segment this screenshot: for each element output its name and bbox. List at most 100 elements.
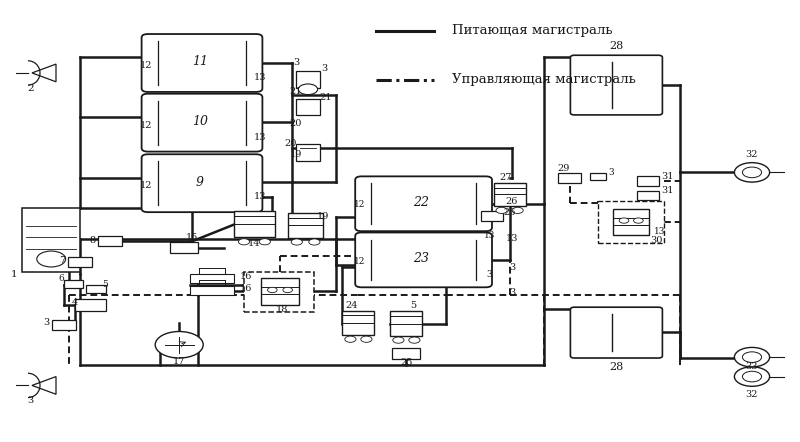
Text: 18: 18	[275, 305, 288, 314]
Circle shape	[742, 371, 762, 382]
Text: 3: 3	[486, 270, 493, 278]
Text: 13: 13	[654, 227, 666, 236]
Text: 3: 3	[293, 58, 299, 67]
Text: 3: 3	[43, 318, 50, 327]
Text: 9: 9	[196, 175, 204, 189]
Bar	[342, 310, 374, 335]
Circle shape	[238, 239, 250, 245]
Text: 4: 4	[71, 298, 78, 307]
Text: 24: 24	[346, 301, 358, 310]
Circle shape	[734, 367, 770, 386]
FancyBboxPatch shape	[570, 307, 662, 358]
Text: 21: 21	[319, 93, 332, 102]
Text: 17: 17	[173, 357, 186, 366]
Text: 12: 12	[354, 257, 366, 266]
Text: 26: 26	[506, 197, 518, 206]
Bar	[190, 274, 234, 283]
Text: 12: 12	[140, 61, 153, 70]
Text: 16: 16	[239, 284, 252, 293]
Text: 25: 25	[400, 358, 413, 367]
Text: 1: 1	[11, 271, 18, 279]
Bar	[296, 144, 320, 161]
Bar	[190, 286, 234, 295]
FancyBboxPatch shape	[598, 201, 664, 243]
Bar	[86, 285, 106, 293]
Circle shape	[361, 336, 372, 342]
Text: 13: 13	[484, 231, 495, 240]
Text: 3: 3	[509, 263, 515, 272]
Text: 20: 20	[284, 139, 297, 148]
Text: 3: 3	[608, 168, 614, 177]
FancyBboxPatch shape	[142, 94, 262, 152]
Circle shape	[496, 207, 507, 213]
Bar	[98, 236, 122, 246]
Text: 29: 29	[557, 164, 570, 173]
FancyBboxPatch shape	[355, 176, 492, 231]
Text: 5: 5	[410, 301, 416, 310]
Text: 12: 12	[354, 200, 366, 209]
Bar	[637, 191, 659, 200]
Text: 3: 3	[321, 64, 327, 73]
Text: 27: 27	[499, 173, 512, 182]
Bar	[52, 320, 76, 330]
Text: 3: 3	[27, 396, 34, 404]
Circle shape	[393, 337, 404, 343]
Text: Управляющая магистраль: Управляющая магистраль	[452, 73, 636, 86]
FancyBboxPatch shape	[244, 272, 314, 312]
FancyBboxPatch shape	[355, 232, 492, 287]
Text: 30: 30	[650, 236, 662, 245]
Circle shape	[619, 218, 629, 223]
Text: 12: 12	[140, 121, 153, 130]
Text: 7: 7	[59, 256, 66, 265]
Text: 15: 15	[186, 233, 198, 242]
Polygon shape	[32, 377, 56, 394]
Text: 23: 23	[413, 252, 429, 266]
Text: 13: 13	[254, 192, 266, 201]
Bar	[558, 173, 581, 183]
Circle shape	[259, 239, 270, 245]
Bar	[261, 278, 299, 305]
Text: 32: 32	[746, 150, 758, 159]
Bar	[296, 71, 320, 88]
Bar	[170, 242, 198, 253]
Text: 22: 22	[413, 196, 429, 210]
Text: 3: 3	[509, 288, 515, 297]
Circle shape	[742, 167, 762, 178]
Bar	[390, 311, 422, 336]
Text: 10: 10	[192, 115, 208, 128]
Bar	[296, 99, 320, 114]
Text: 31: 31	[661, 172, 674, 181]
Text: 5: 5	[102, 280, 109, 289]
Circle shape	[267, 287, 277, 293]
Text: Питающая магистраль: Питающая магистраль	[452, 24, 613, 38]
Bar	[614, 209, 650, 235]
Bar	[392, 348, 421, 359]
Bar	[234, 211, 275, 237]
Text: 6: 6	[58, 274, 64, 283]
Circle shape	[734, 347, 770, 367]
Bar	[75, 299, 106, 311]
Bar	[22, 208, 80, 272]
Text: 13: 13	[254, 133, 266, 141]
Text: 11: 11	[192, 55, 208, 69]
Text: 8: 8	[90, 236, 96, 245]
Circle shape	[291, 239, 302, 245]
Circle shape	[345, 336, 356, 342]
Text: 16: 16	[239, 272, 252, 281]
Bar	[481, 211, 503, 221]
Bar	[494, 183, 526, 206]
FancyBboxPatch shape	[570, 55, 662, 115]
Text: 2: 2	[27, 84, 34, 93]
Bar	[68, 257, 92, 267]
Text: 28: 28	[610, 42, 623, 51]
Circle shape	[309, 239, 320, 245]
Text: 20: 20	[290, 119, 302, 128]
Bar	[288, 213, 323, 238]
Text: 33: 33	[746, 362, 758, 371]
Circle shape	[37, 251, 66, 267]
Circle shape	[155, 332, 203, 358]
Circle shape	[409, 337, 420, 343]
Text: 21: 21	[290, 87, 302, 96]
Text: 32: 32	[746, 390, 758, 399]
Text: 13: 13	[254, 73, 266, 82]
